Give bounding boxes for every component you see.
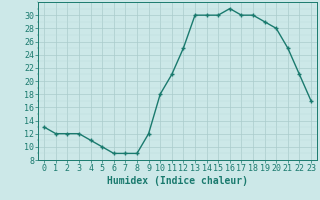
X-axis label: Humidex (Indice chaleur): Humidex (Indice chaleur) bbox=[107, 176, 248, 186]
